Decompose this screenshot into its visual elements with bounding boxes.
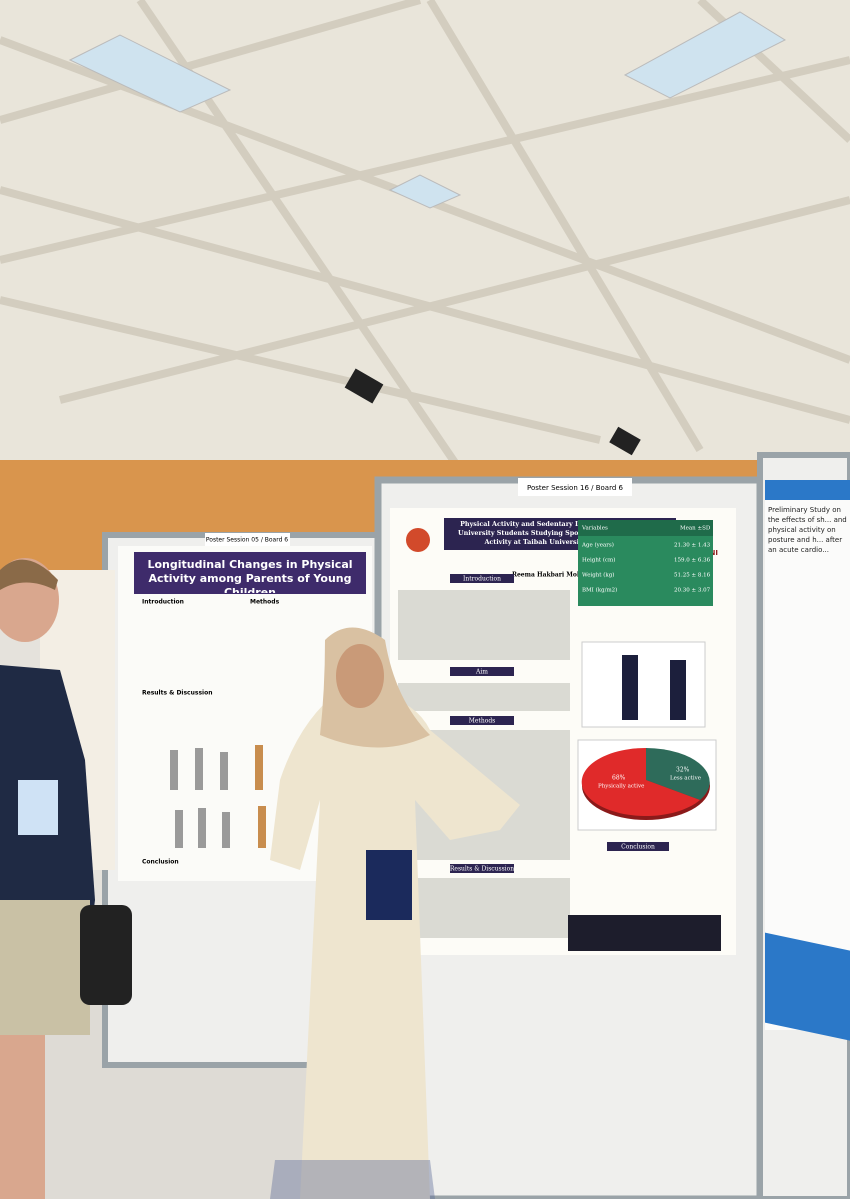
poster-title: Preliminary Study on the effects of sh..… [768,506,847,554]
attendee [0,558,95,1199]
table-cell: 159.0 ± 6.36 [674,558,711,564]
table-cell: BMI (kg/m2) [582,587,617,594]
board-label: Poster Session 16 / Board 6 [527,484,624,492]
section-heading: Results & Discussion [142,690,212,697]
poster-title: Longitudinal Changes in Physical Activit… [147,558,353,593]
table-rows: Age (years) 21.30 ± 1.43 Height (cm) 159.0… [581,542,711,594]
footer-banner [568,915,721,951]
poster-band [765,480,850,500]
speakers [344,368,641,456]
table-cell: Mean ±SD [680,526,711,532]
table-body [578,536,713,606]
section-heading: Results & Discussion [450,866,514,873]
poster-header [134,552,366,594]
table-cell: Height (cm) [582,557,615,564]
sign [518,478,632,496]
logo-mark [406,528,430,552]
bar [622,655,638,720]
pie-slice [581,747,700,816]
table-cell: 21.30 ± 1.43 [674,543,711,549]
section-heading: Conclusion [142,859,179,866]
pie-label: Less active [670,776,701,782]
pie-slice [646,748,710,800]
section-heading: Methods [250,599,280,606]
backpack [80,905,132,1005]
poster-title-box: Preliminary Study on the effects of sh..… [768,506,847,554]
section-heading: Conclusion [621,844,655,851]
table-cell: 20.30 ± 3.07 [674,588,711,594]
poster-title-box: Physical Activity and Sedentary Lifestyl… [458,520,662,546]
table-cell: Variables [581,526,608,532]
sign [205,533,290,547]
table-cell: Age (years) [581,542,614,549]
section-heading: Methods [469,718,496,725]
section-headings [450,574,669,873]
section-heading: Aim [475,669,488,676]
poster-figure-bars [170,745,266,848]
pie-label: Physically active [598,784,644,790]
table-cell: 51.25 ± 8.16 [674,573,711,579]
skylights [68,11,787,209]
poster-title-box: Longitudinal Changes in Physical Activit… [147,558,353,593]
board-label: Poster Session 05 / Board 6 [206,537,288,544]
poster-band [765,932,850,1041]
table-header [578,520,713,536]
pie-label: 68% [612,775,626,782]
bar-chart [581,641,706,728]
section-heading: Introduction [142,599,184,606]
pie-label: 32% [676,767,690,774]
presenter [270,627,520,1199]
section-heading: Introduction [463,576,501,583]
poster-title: Physical Activity and Sedentary Lifestyl… [458,520,662,546]
bar [670,660,686,720]
table-cell: Weight (kg) [582,572,614,579]
